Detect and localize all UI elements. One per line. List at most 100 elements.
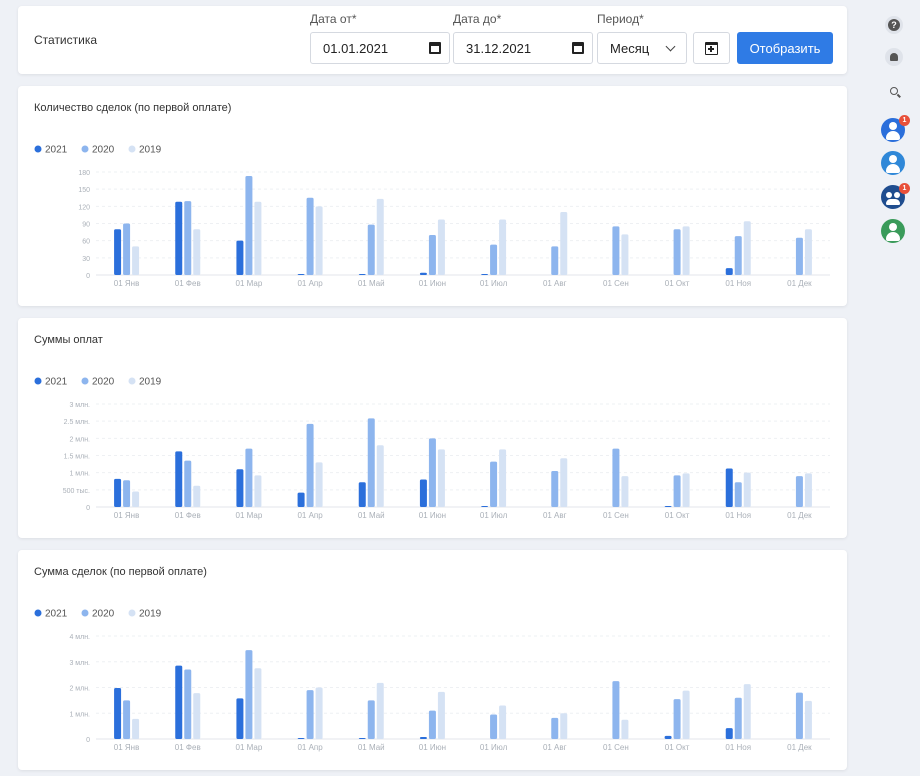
y-tick-label: 180 <box>78 170 90 177</box>
bar-2021 <box>236 698 244 739</box>
legend-item: 2021 <box>34 609 68 620</box>
chart-title: Количество сделок (по первой оплате) <box>34 102 232 114</box>
date-to-value: 31.12.2021 <box>466 40 532 56</box>
bar-2021 <box>481 274 489 275</box>
bar-2021 <box>114 688 122 739</box>
legend-dot <box>34 377 42 385</box>
calendar-icon[interactable] <box>429 42 441 54</box>
bar-2021 <box>419 479 427 507</box>
date-from-value: 01.01.2021 <box>323 40 389 56</box>
bar-2020 <box>123 700 131 739</box>
avatar[interactable] <box>881 219 905 243</box>
legend-dot <box>128 145 136 153</box>
legend-item: 2020 <box>81 145 115 156</box>
x-tick-label: 01 Апр <box>297 511 323 520</box>
show-button[interactable]: Отобразить <box>737 32 833 64</box>
legend-label: 2021 <box>45 609 68 620</box>
bar-2019 <box>315 206 323 275</box>
bar-2021 <box>419 272 427 275</box>
notifications-button[interactable] <box>885 48 903 66</box>
legend-dot <box>81 609 89 617</box>
avatar[interactable] <box>881 151 905 175</box>
bar-2020 <box>428 234 436 275</box>
bar-2020 <box>490 461 498 507</box>
bar-2020 <box>673 475 681 507</box>
legend-item: 2020 <box>81 377 115 388</box>
filter-panel: Статистика Дата от* 01.01.2021 Дата до* … <box>18 6 847 74</box>
bar-2019 <box>376 198 384 275</box>
bar-2019 <box>499 449 507 507</box>
bar-2021 <box>725 268 733 275</box>
legend-item: 2021 <box>34 377 68 388</box>
bar-2021 <box>297 274 305 275</box>
bar-2020 <box>367 224 375 275</box>
x-tick-label: 01 Окт <box>665 279 690 288</box>
legend-label: 2020 <box>92 377 115 388</box>
y-tick-label: 4 млн. <box>69 634 90 641</box>
bar-2019 <box>132 491 140 507</box>
y-tick-label: 90 <box>82 222 90 229</box>
x-tick-label: 01 Сен <box>603 511 629 520</box>
x-tick-label: 01 Окт <box>665 743 690 752</box>
legend-dot <box>81 145 89 153</box>
page-title: Статистика <box>34 33 98 47</box>
x-tick-label: 01 Фев <box>175 511 201 520</box>
y-tick-label: 2 млн. <box>69 436 90 443</box>
y-tick-label: 0 <box>86 273 90 280</box>
x-tick-label: 01 Мар <box>236 743 263 752</box>
chart-deals-count: 2021 2020 2019 180 150 120 90 60 30 0 01 Янв 01 Фев… <box>34 145 830 288</box>
bar-2020 <box>734 697 742 739</box>
y-tick-label: 1 млн. <box>69 471 90 478</box>
bar-2021 <box>297 738 305 739</box>
legend-dot <box>34 609 42 617</box>
bar-2020 <box>490 244 498 275</box>
help-icon: ? <box>888 19 900 31</box>
x-tick-label: 01 Апр <box>297 279 323 288</box>
period-select[interactable]: Месяц <box>597 32 687 64</box>
x-tick-label: 01 Ноя <box>725 743 751 752</box>
search-button[interactable] <box>885 82 903 100</box>
x-tick-label: 01 Сен <box>603 743 629 752</box>
bar-2021 <box>358 274 366 275</box>
x-tick-label: 01 Ноя <box>725 511 751 520</box>
legend-item: 2020 <box>81 609 115 620</box>
legend-label: 2019 <box>139 377 162 388</box>
bar-2021 <box>114 478 122 507</box>
x-tick-label: 01 Июн <box>419 743 446 752</box>
bar-2019 <box>743 684 751 739</box>
y-tick-label: 3 млн. <box>69 402 90 409</box>
calendar-icon[interactable] <box>572 42 584 54</box>
legend-label: 2021 <box>45 145 68 156</box>
x-tick-label: 01 Фев <box>175 743 201 752</box>
bar-2019 <box>743 472 751 507</box>
bar-2020 <box>245 650 253 739</box>
x-tick-label: 01 Ноя <box>725 279 751 288</box>
date-from-input[interactable]: 01.01.2021 <box>310 32 450 64</box>
bar-2020 <box>428 710 436 739</box>
chart-title: Суммы оплат <box>34 334 103 346</box>
bar-2020 <box>673 229 681 275</box>
legend-item: 2019 <box>128 377 162 388</box>
add-period-button[interactable] <box>693 32 730 64</box>
bar-2020 <box>795 692 803 739</box>
bar-2020 <box>306 423 314 507</box>
y-tick-label: 0 <box>86 505 90 512</box>
x-tick-label: 01 Май <box>358 279 385 288</box>
x-tick-label: 01 Дек <box>787 511 812 520</box>
x-tick-label: 01 Авг <box>543 511 567 520</box>
chart-payments-sum: 2021 2020 2019 3 млн. 2.5 млн. 2 млн. 1.5 млн.… <box>34 377 830 520</box>
help-button[interactable]: ? <box>885 16 903 34</box>
bar-2021 <box>358 738 366 739</box>
bar-2021 <box>175 451 183 507</box>
period-value: Месяц <box>610 40 650 56</box>
x-tick-label: 01 Фев <box>175 279 201 288</box>
x-tick-label: 01 Окт <box>665 511 690 520</box>
bar-2019 <box>193 229 201 275</box>
x-tick-label: 01 Янв <box>114 511 140 520</box>
bar-2019 <box>254 668 262 739</box>
bar-2020 <box>551 717 559 739</box>
bar-2019 <box>132 246 140 275</box>
date-to-input[interactable]: 31.12.2021 <box>453 32 593 64</box>
legend-dot <box>81 377 89 385</box>
bar-2021 <box>481 505 489 507</box>
